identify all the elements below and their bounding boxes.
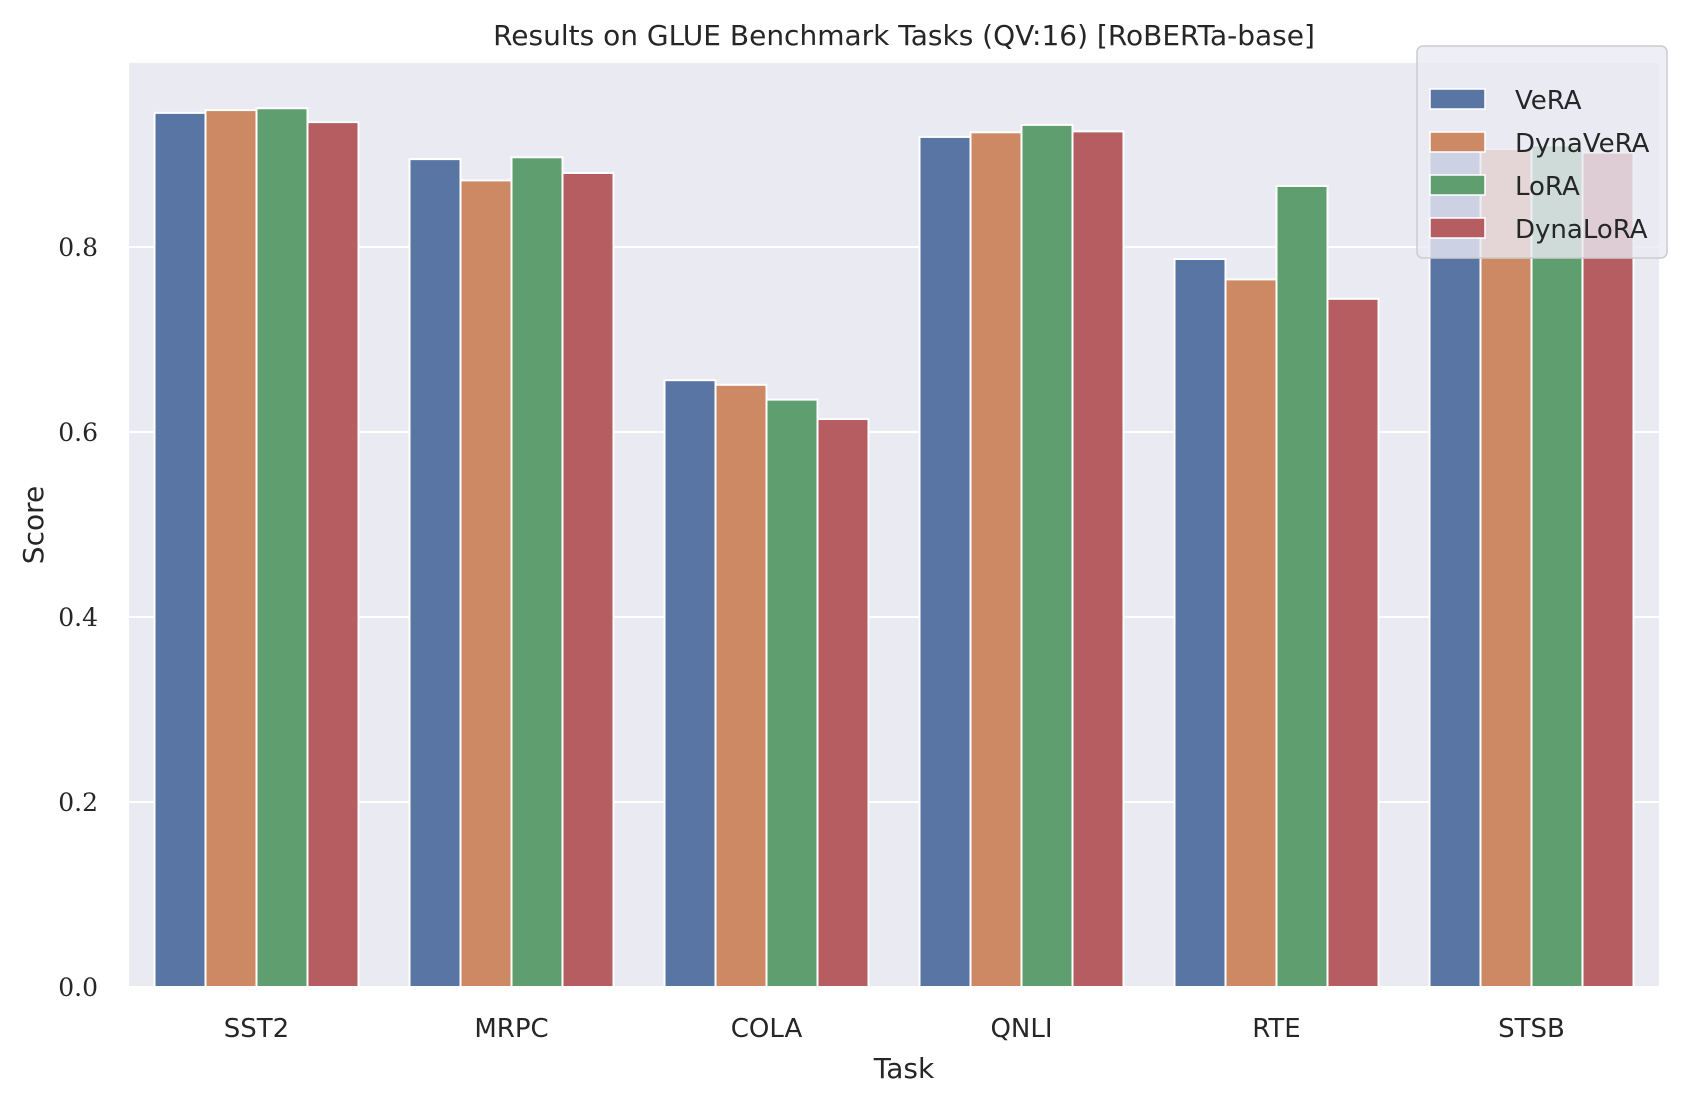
x-tick-label: RTE	[1252, 1014, 1300, 1044]
bar-vera-sst2	[153, 111, 207, 988]
bar-dynalora-sst2	[306, 121, 360, 988]
y-axis-label: Score	[17, 486, 50, 564]
bar-dynavera-stsb	[1479, 147, 1533, 988]
plot-area	[129, 63, 1659, 987]
y-tick-labels: 0.0 0.2 0.4 0.6 0.8	[58, 233, 98, 1002]
bar-dynalora-cola	[816, 418, 870, 988]
legend-swatch	[1429, 174, 1486, 196]
y-tick-label: 0.0	[58, 973, 98, 1002]
bar-lora-cola	[765, 398, 819, 988]
x-tick-label: COLA	[731, 1014, 803, 1044]
bar-dynalora-mrpc	[561, 172, 615, 988]
bar-vera-stsb	[1428, 146, 1482, 989]
bar-lora-rte	[1275, 184, 1329, 988]
chart-title: Results on GLUE Benchmark Tasks (QV:16) …	[493, 19, 1315, 52]
bar-vera-rte	[1173, 258, 1227, 988]
x-tick-label: SST2	[224, 1014, 289, 1044]
legend-label: DynaVeRA	[1515, 129, 1650, 159]
legend-swatch	[1429, 217, 1486, 239]
y-tick-label: 0.4	[58, 603, 98, 632]
legend-swatch	[1429, 88, 1486, 110]
x-tick-label: MRPC	[474, 1014, 548, 1044]
bar-vera-mrpc	[408, 158, 462, 988]
bar-dynavera-mrpc	[459, 179, 513, 988]
bars	[153, 107, 1635, 989]
legend-swatch	[1429, 131, 1486, 153]
y-tick-label: 0.8	[58, 233, 98, 262]
bar-dynavera-sst2	[204, 109, 258, 989]
legend-label: VeRA	[1515, 86, 1582, 116]
grid-lines	[129, 246, 1659, 988]
bar-dynalora-qnli	[1071, 130, 1125, 988]
x-tick-label: STSB	[1498, 1014, 1565, 1044]
x-tick-label: QNLI	[990, 1014, 1052, 1044]
x-axis-label: Task	[873, 1052, 935, 1085]
bar-dynavera-rte	[1224, 278, 1278, 988]
bar-dynavera-qnli	[969, 131, 1023, 989]
x-tick-labels: SST2 MRPC COLA QNLI RTE STSB	[224, 1014, 1565, 1044]
bar-lora-sst2	[255, 107, 309, 988]
y-tick-label: 0.6	[58, 418, 98, 447]
bar-vera-qnli	[918, 135, 972, 989]
bar-lora-mrpc	[510, 156, 564, 988]
y-tick-label: 0.2	[58, 788, 98, 817]
legend-label: DynaLoRA	[1515, 215, 1648, 245]
bar-vera-cola	[663, 379, 717, 988]
bar-lora-stsb	[1530, 144, 1584, 988]
bar-dynalora-stsb	[1581, 151, 1635, 988]
legend-label: LoRA	[1515, 172, 1580, 202]
bar-lora-qnli	[1020, 123, 1074, 988]
bar-dynavera-cola	[714, 383, 768, 988]
legend: VeRA DynaVeRA LoRA DynaLoRA	[1416, 45, 1668, 259]
bar-dynalora-rte	[1326, 297, 1380, 988]
